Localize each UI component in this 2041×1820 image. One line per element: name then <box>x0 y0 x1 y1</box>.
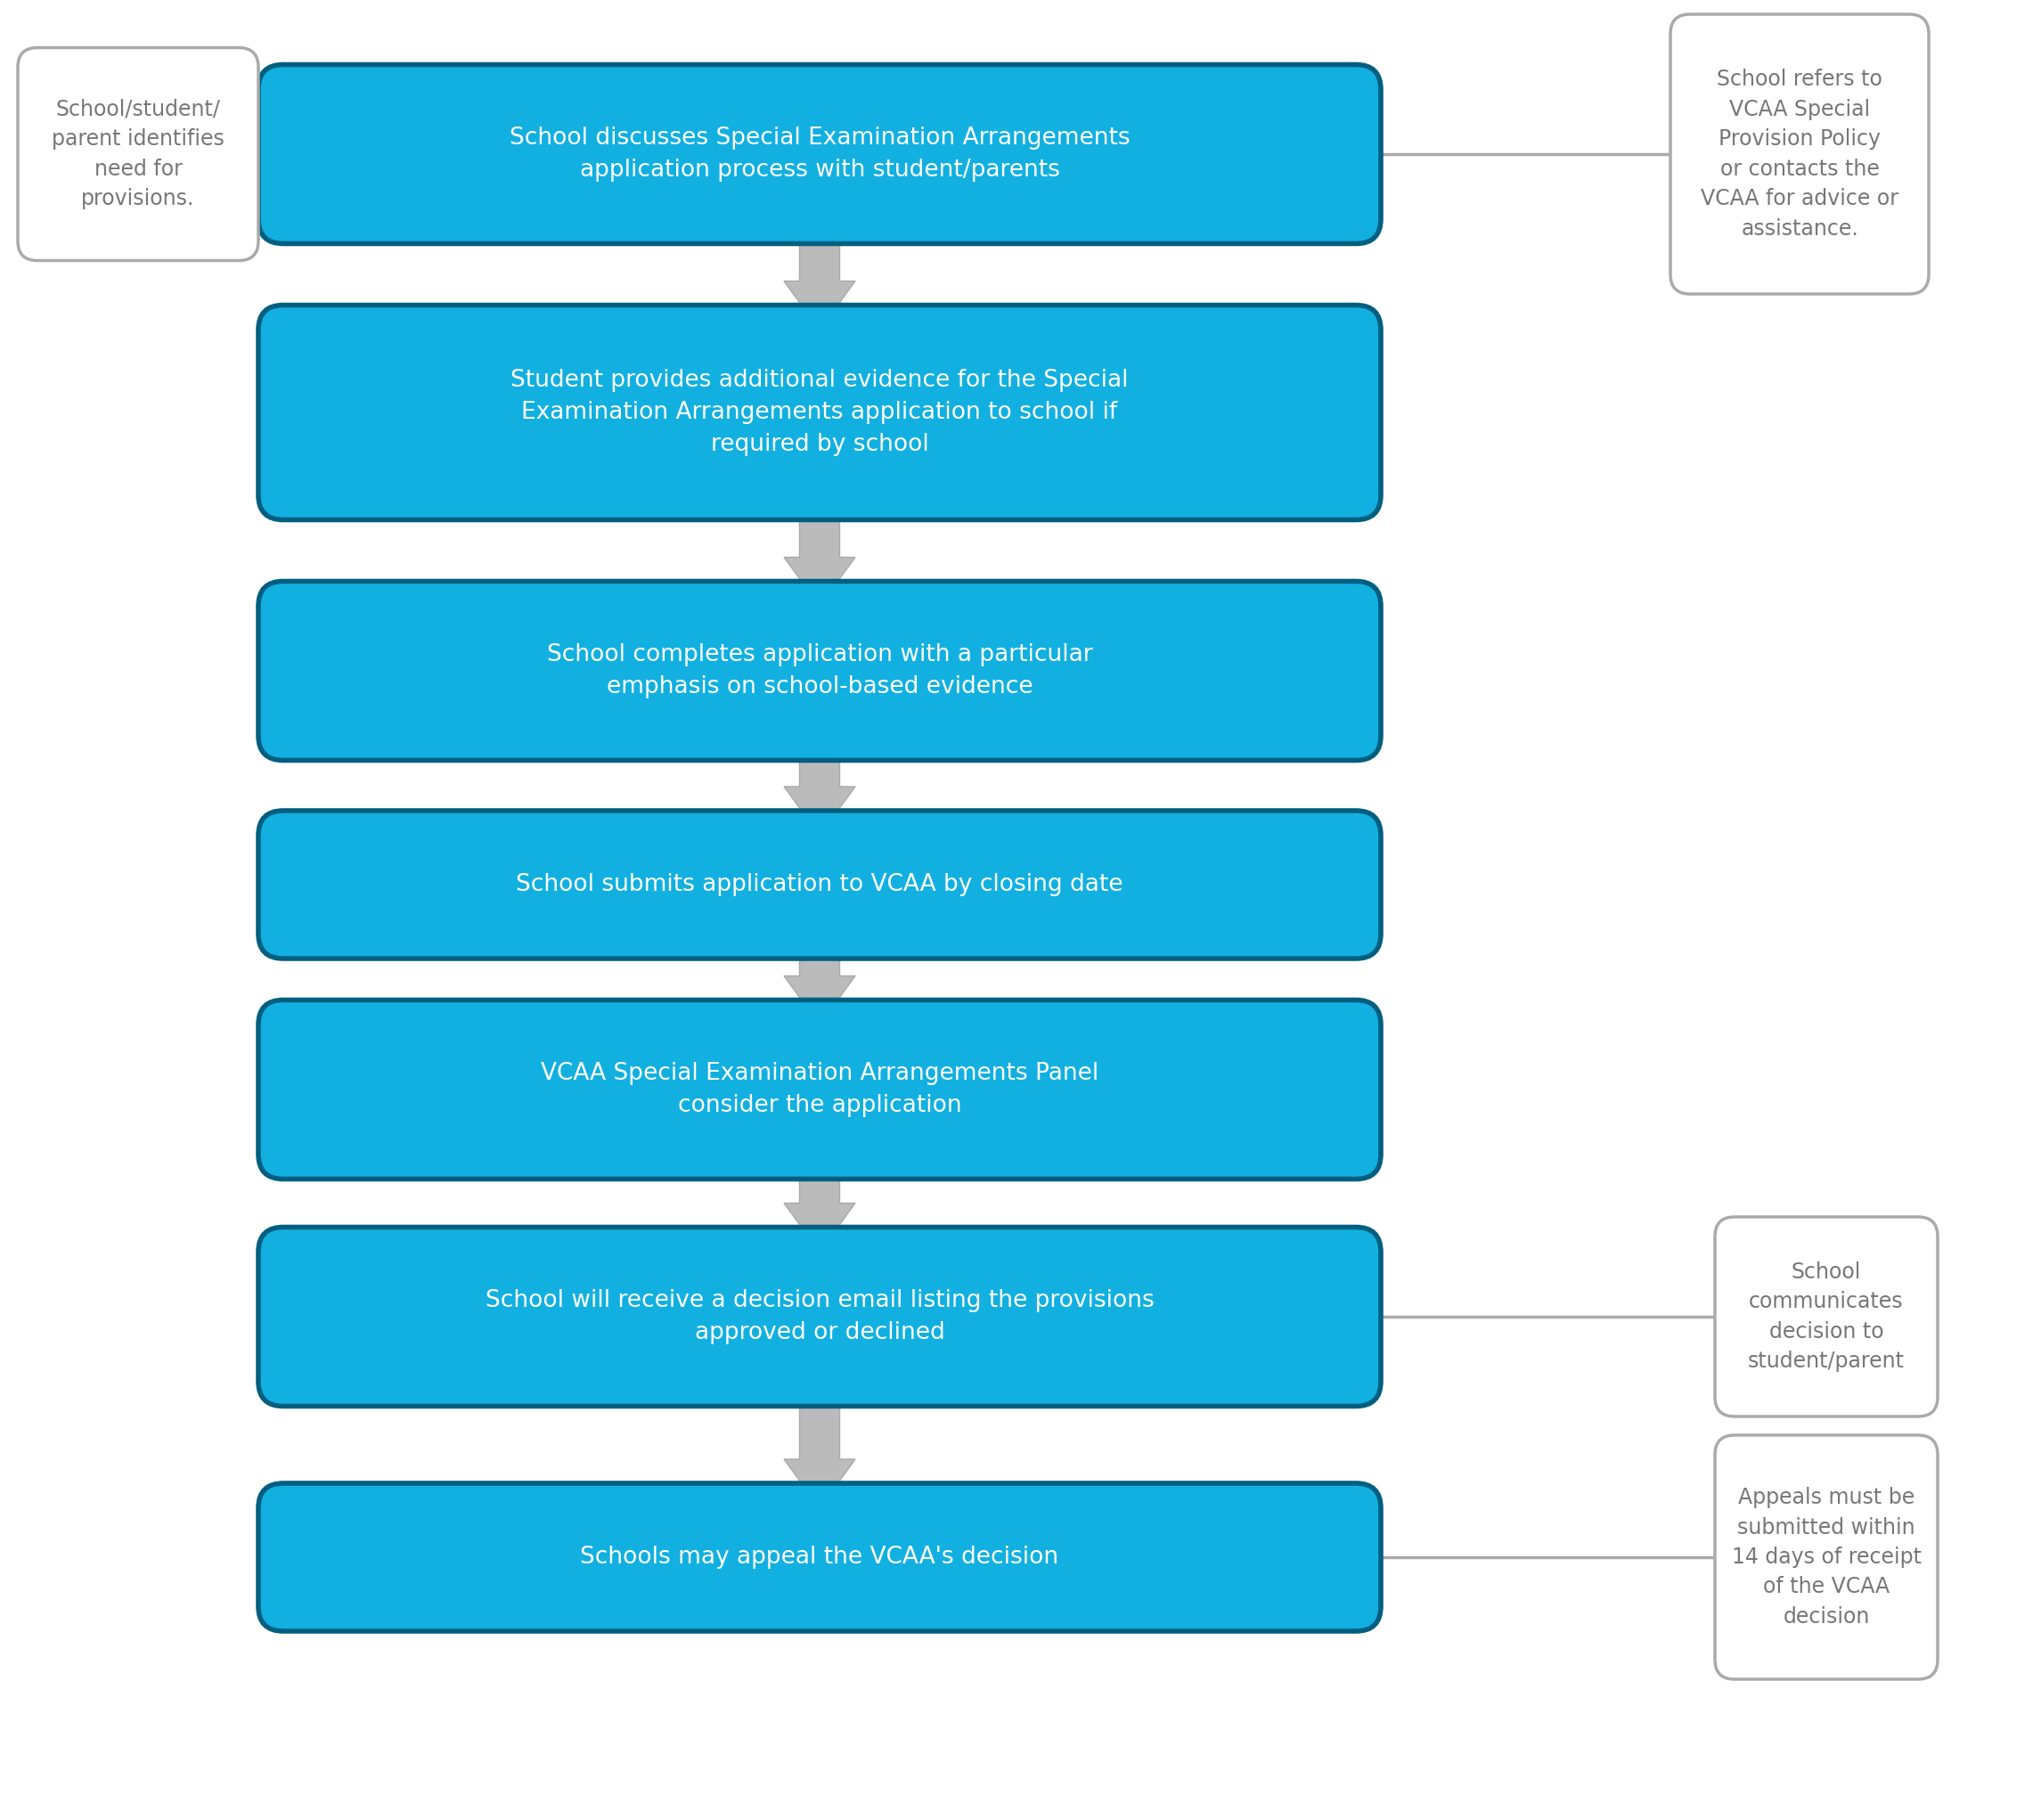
FancyArrow shape <box>784 934 855 1025</box>
FancyBboxPatch shape <box>1714 1218 1937 1416</box>
Text: School submits application to VCAA by closing date: School submits application to VCAA by cl… <box>516 874 1123 895</box>
FancyArrow shape <box>784 735 855 835</box>
FancyArrow shape <box>784 218 855 329</box>
FancyBboxPatch shape <box>259 1483 1382 1631</box>
FancyBboxPatch shape <box>259 64 1382 244</box>
Text: Student provides additional evidence for the Special
Examination Arrangements ap: Student provides additional evidence for… <box>510 369 1129 457</box>
Text: School will receive a decision email listing the provisions
approved or declined: School will receive a decision email lis… <box>486 1289 1153 1345</box>
Text: School
communicates
decision to
student/parent: School communicates decision to student/… <box>1747 1261 1904 1372</box>
Text: School discusses Special Examination Arrangements
application process with stude: School discusses Special Examination Arr… <box>510 127 1131 182</box>
FancyBboxPatch shape <box>259 1227 1382 1407</box>
Text: School completes application with a particular
emphasis on school-based evidence: School completes application with a part… <box>547 642 1092 699</box>
FancyArrow shape <box>784 1381 855 1509</box>
Text: Appeals must be
submitted within
14 days of receipt
of the VCAA
decision: Appeals must be submitted within 14 days… <box>1731 1487 1921 1627</box>
FancyBboxPatch shape <box>259 999 1382 1179</box>
FancyBboxPatch shape <box>18 47 259 260</box>
FancyBboxPatch shape <box>259 581 1382 761</box>
FancyBboxPatch shape <box>259 810 1382 959</box>
Text: School/student/
parent identifies
need for
provisions.: School/student/ parent identifies need f… <box>51 98 225 209</box>
FancyArrow shape <box>784 1154 855 1252</box>
FancyArrow shape <box>784 495 855 606</box>
Text: Schools may appeal the VCAA's decision: Schools may appeal the VCAA's decision <box>580 1545 1059 1569</box>
Text: School refers to
VCAA Special
Provision Policy
or contacts the
VCAA for advice o: School refers to VCAA Special Provision … <box>1700 69 1898 240</box>
FancyBboxPatch shape <box>1714 1436 1937 1680</box>
FancyBboxPatch shape <box>1670 15 1929 295</box>
FancyBboxPatch shape <box>259 306 1382 521</box>
Text: VCAA Special Examination Arrangements Panel
consider the application: VCAA Special Examination Arrangements Pa… <box>541 1061 1098 1117</box>
